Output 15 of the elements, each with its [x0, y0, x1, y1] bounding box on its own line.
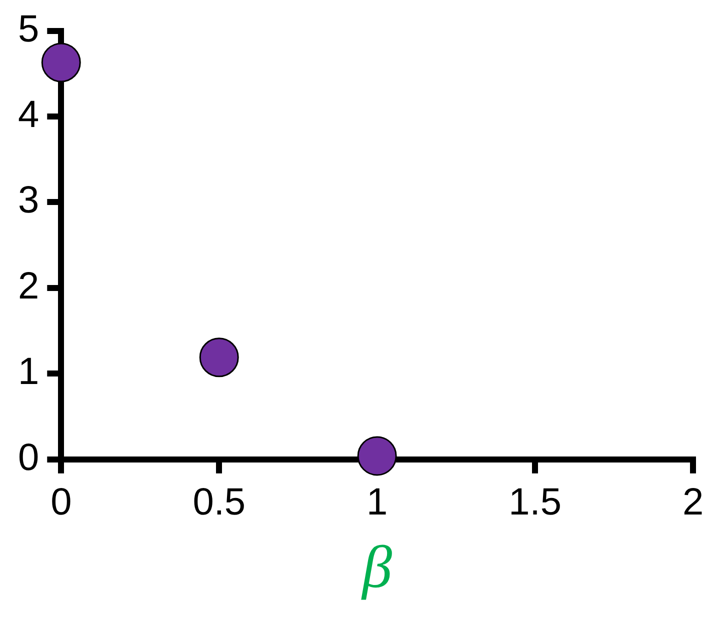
y-tick-label: 0: [18, 436, 40, 479]
point: [357, 436, 397, 476]
y-tick-label: 1: [18, 351, 40, 394]
x-tick-label: 2: [682, 482, 704, 524]
x-axis-title: β: [361, 534, 392, 600]
x-tick-label: 0.5: [192, 482, 246, 524]
point: [199, 338, 239, 378]
y-tick-label: 2: [18, 265, 40, 308]
y-tick-label: 4: [18, 94, 40, 136]
y-tick-label: 5: [18, 8, 40, 50]
x-tick-label: 0: [50, 482, 72, 524]
point: [41, 42, 81, 82]
x-tick-label: 1.5: [508, 482, 562, 524]
y-tick-label: 3: [18, 180, 40, 222]
x-tick-label: 1: [366, 482, 388, 524]
